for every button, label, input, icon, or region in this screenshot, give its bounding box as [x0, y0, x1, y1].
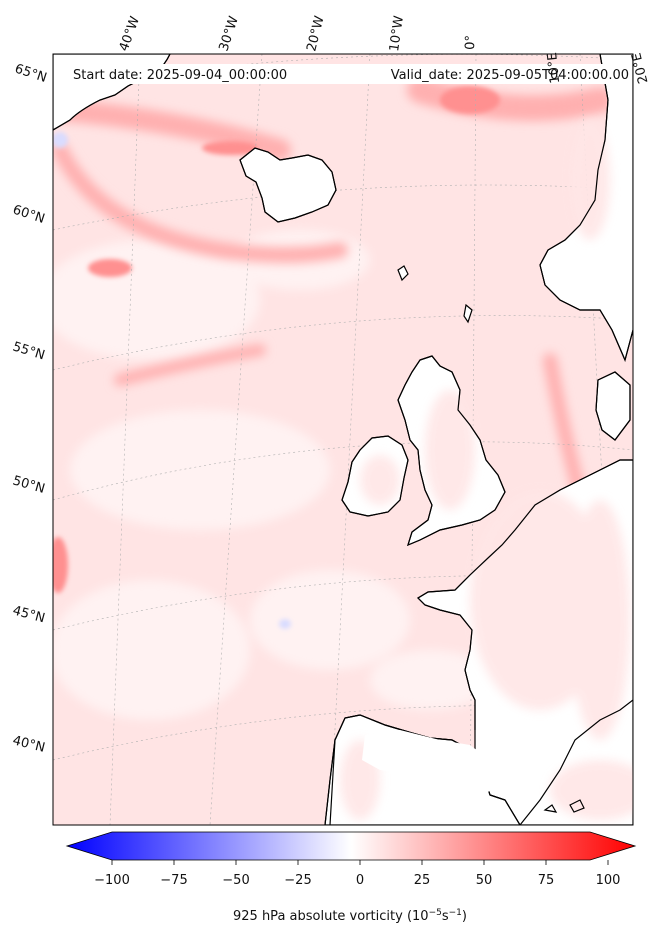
colorbar-tick-label: 25	[414, 873, 431, 888]
colorbar-tick-label: −50	[222, 873, 249, 888]
colorbar-tick-label: −100	[94, 873, 130, 888]
colorbar-ticks: −100 −75 −50 −25 0 25 50 75 100	[94, 860, 620, 888]
colorbar-tick-label: 0	[356, 873, 364, 888]
lat-label: 40°N	[11, 733, 46, 755]
valid-date: Valid_date: 2025-09-05T04:00:00.00	[391, 68, 629, 83]
lon-label: 30°W	[217, 14, 242, 53]
colorbar-tick-label: −75	[160, 873, 187, 888]
latitude-labels: 65°N 60°N 55°N 50°N 45°N 40°N	[11, 62, 49, 756]
lon-label: 10°W	[387, 15, 407, 53]
map-frame	[52, 53, 634, 826]
lon-label: 20°W	[304, 14, 327, 53]
colorbar: −100 −75 −50 −25 0 25 50 75 100 925 hPa absolute…	[65, 831, 637, 924]
lon-label: 0°	[463, 35, 479, 50]
colorbar-tick-label: 100	[596, 873, 621, 888]
masked-land	[362, 730, 492, 800]
lat-label: 45°N	[11, 603, 47, 626]
lon-label: 20°E	[629, 51, 651, 85]
lat-label: 55°N	[11, 339, 47, 363]
header-band	[66, 64, 632, 84]
lon-label: 10°E	[545, 52, 563, 85]
colorbar-tick-label: 50	[476, 873, 493, 888]
colorbar-tick-label: 75	[538, 873, 555, 888]
lat-label: 65°N	[13, 62, 49, 86]
colorbar-tick-label: −25	[284, 873, 311, 888]
start-date: Start date: 2025-09-04_00:00:00	[73, 68, 287, 83]
lat-label: 50°N	[11, 473, 47, 496]
colorbar-label: 925 hPa absolute vorticity (10−5s−1)	[233, 908, 467, 924]
lat-label: 60°N	[11, 203, 47, 227]
lon-label: 40°W	[117, 14, 143, 53]
vorticity-field	[53, 54, 633, 825]
colorbar-gradient	[65, 831, 637, 861]
